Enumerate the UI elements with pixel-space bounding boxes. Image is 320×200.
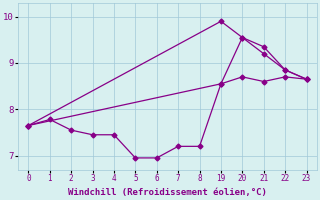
X-axis label: Windchill (Refroidissement éolien,°C): Windchill (Refroidissement éolien,°C) xyxy=(68,188,267,197)
